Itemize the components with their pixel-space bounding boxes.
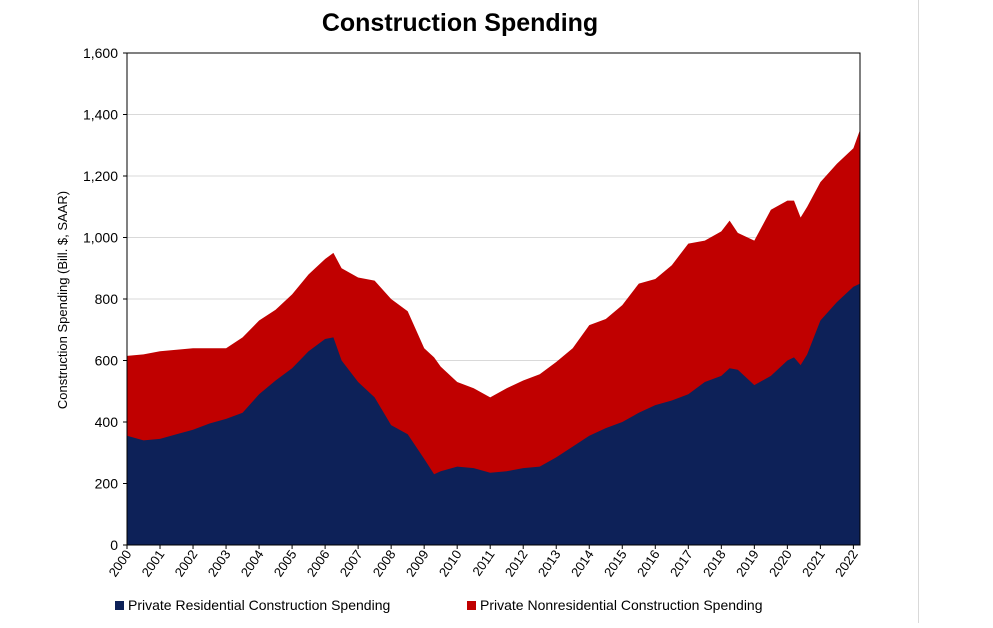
x-tick-label: 2001 <box>139 547 168 579</box>
y-tick-label: 200 <box>95 476 119 492</box>
x-tick-label: 2004 <box>238 547 267 579</box>
frame-divider <box>918 0 919 623</box>
y-tick-label: 1,200 <box>83 168 118 184</box>
x-tick-label: 2008 <box>370 547 399 579</box>
legend-swatch-nonresidential <box>467 601 476 610</box>
x-tick-label: 2010 <box>436 547 465 579</box>
x-tick-label: 2022 <box>832 547 861 579</box>
y-tick-label: 1,000 <box>83 230 118 246</box>
x-tick-label: 2011 <box>469 547 497 579</box>
y-tick-label: 400 <box>95 414 119 430</box>
y-tick-label: 1,400 <box>83 107 118 123</box>
x-tick-label: 2021 <box>799 547 828 579</box>
x-tick-label: 2006 <box>304 547 333 579</box>
x-axis-ticks: 2000 2001 2002 2003 2004 2005 2006 2007 2008 2009… <box>106 545 861 579</box>
residential-area <box>127 283 860 545</box>
legend-swatch-residential <box>115 601 124 610</box>
x-tick-label: 2019 <box>733 547 762 579</box>
x-tick-label: 2007 <box>337 547 366 579</box>
x-tick-label: 2017 <box>667 547 696 579</box>
y-tick-label: 0 <box>110 537 118 553</box>
legend-label-residential: Private Residential Construction Spendin… <box>128 597 390 613</box>
x-tick-label: 2014 <box>568 547 597 579</box>
y-axis-label: Construction Spending (Bill. $, SAAR) <box>55 191 70 409</box>
y-axis-ticks: 0 200 400 600 800 1,000 1,200 1,400 1,600 <box>83 45 127 553</box>
x-tick-label: 2018 <box>700 547 729 579</box>
area-series <box>127 129 860 545</box>
x-tick-label: 2003 <box>205 547 234 579</box>
y-tick-label: 800 <box>95 291 119 307</box>
x-tick-label: 2016 <box>634 547 663 579</box>
x-tick-label: 2013 <box>535 547 564 579</box>
x-tick-label: 2020 <box>766 547 795 579</box>
y-tick-label: 600 <box>95 353 119 369</box>
x-tick-label: 2015 <box>601 547 630 579</box>
legend: Private Residential Construction Spendin… <box>115 597 763 613</box>
x-tick-label: 2012 <box>502 547 531 579</box>
legend-label-nonresidential: Private Nonresidential Construction Spen… <box>480 597 763 613</box>
x-tick-label: 2009 <box>403 547 432 579</box>
x-tick-label: 2002 <box>172 547 201 579</box>
x-tick-label: 2005 <box>271 547 300 579</box>
chart-title: Construction Spending <box>322 9 598 37</box>
y-tick-label: 1,600 <box>83 45 118 61</box>
